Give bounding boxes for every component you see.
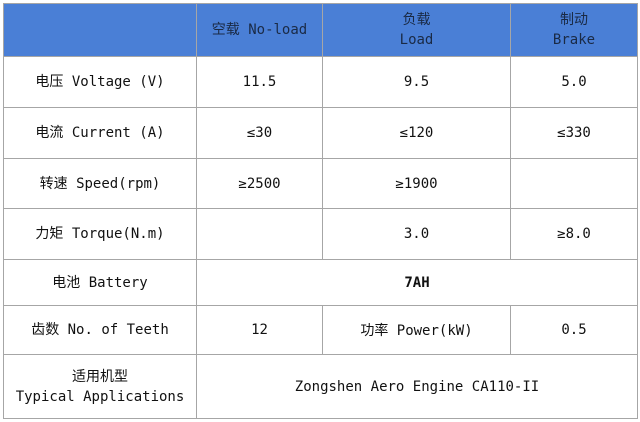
cell-line: 电池 Battery — [52, 274, 148, 291]
cell: 5.0 — [510, 56, 638, 108]
header-cell — [3, 3, 197, 57]
table-row: 力矩 Torque(N.m) 3.0 ≥8.0 — [3, 208, 638, 260]
table-row: 电压 Voltage (V) 11.5 9.5 5.0 — [3, 56, 638, 108]
cell-line: Brake — [552, 32, 596, 48]
cell-line: 电流 Current (A) — [35, 125, 165, 141]
cell-line: Load — [399, 32, 434, 48]
row-label: 转速 Speed(rpm) — [3, 158, 197, 209]
cell-line: 负载 — [402, 12, 431, 28]
cell-line: Typical Applications — [15, 388, 185, 405]
cell: 9.5 — [322, 56, 511, 108]
row-label: 力矩 Torque(N.m) — [3, 208, 197, 260]
cell — [196, 208, 323, 260]
cell: 11.5 — [196, 56, 323, 108]
cell: 7AH — [196, 259, 638, 306]
cell — [510, 158, 638, 209]
row-label: 适用机型 Typical Applications — [3, 354, 197, 419]
table-header: 空载 No-load 负载 Load 制动 Brake — [3, 3, 638, 57]
cell: ≥1900 — [322, 158, 511, 209]
cell: 12 — [196, 305, 323, 355]
table-row: 电流 Current (A) ≤30 ≤120 ≤330 — [3, 107, 638, 159]
row-label: 电池 Battery — [3, 259, 197, 306]
table-row: 转速 Speed(rpm) ≥2500 ≥1900 — [3, 158, 638, 209]
cell-line: 转速 Speed(rpm) — [39, 175, 161, 192]
cell-line: 适用机型 — [72, 368, 128, 385]
cell: 3.0 — [322, 208, 511, 260]
table-row: 适用机型 Typical Applications Zongshen Aero En… — [3, 354, 638, 419]
cell: ≥2500 — [196, 158, 323, 209]
cell: ≤330 — [510, 107, 638, 159]
cell: ≤120 — [322, 107, 511, 159]
cell-line: 空载 No-load — [211, 22, 308, 38]
row-label: 齿数 No. of Teeth — [3, 305, 197, 355]
table-row: 电池 Battery 7AH — [3, 259, 638, 306]
spec-table: 空载 No-load 负载 Load 制动 Brake 电压 Voltage (V) 11… — [3, 3, 638, 419]
cell-line: 齿数 No. of Teeth — [31, 322, 169, 338]
table-row: 齿数 No. of Teeth 12 功率 Power(kW) 0.5 — [3, 305, 638, 355]
header-cell: 负载 Load — [322, 3, 511, 57]
cell: ≥8.0 — [510, 208, 638, 260]
table-body: 电压 Voltage (V) 11.5 9.5 5.0 电流 Current (A) ≤3… — [3, 56, 638, 419]
cell-line: 制动 — [560, 12, 588, 28]
cell: ≤30 — [196, 107, 323, 159]
header-row: 空载 No-load 负载 Load 制动 Brake — [3, 3, 638, 57]
row-label: 电流 Current (A) — [3, 107, 197, 159]
header-cell: 空载 No-load — [196, 3, 323, 57]
cell: 0.5 — [510, 305, 638, 355]
cell: 功率 Power(kW) — [322, 305, 511, 355]
cell-line: 电压 Voltage (V) — [35, 74, 165, 90]
cell: Zongshen Aero Engine CA110-II — [196, 354, 638, 419]
header-cell: 制动 Brake — [510, 3, 638, 57]
row-label: 电压 Voltage (V) — [3, 56, 197, 108]
cell-line: 力矩 Torque(N.m) — [35, 226, 165, 242]
